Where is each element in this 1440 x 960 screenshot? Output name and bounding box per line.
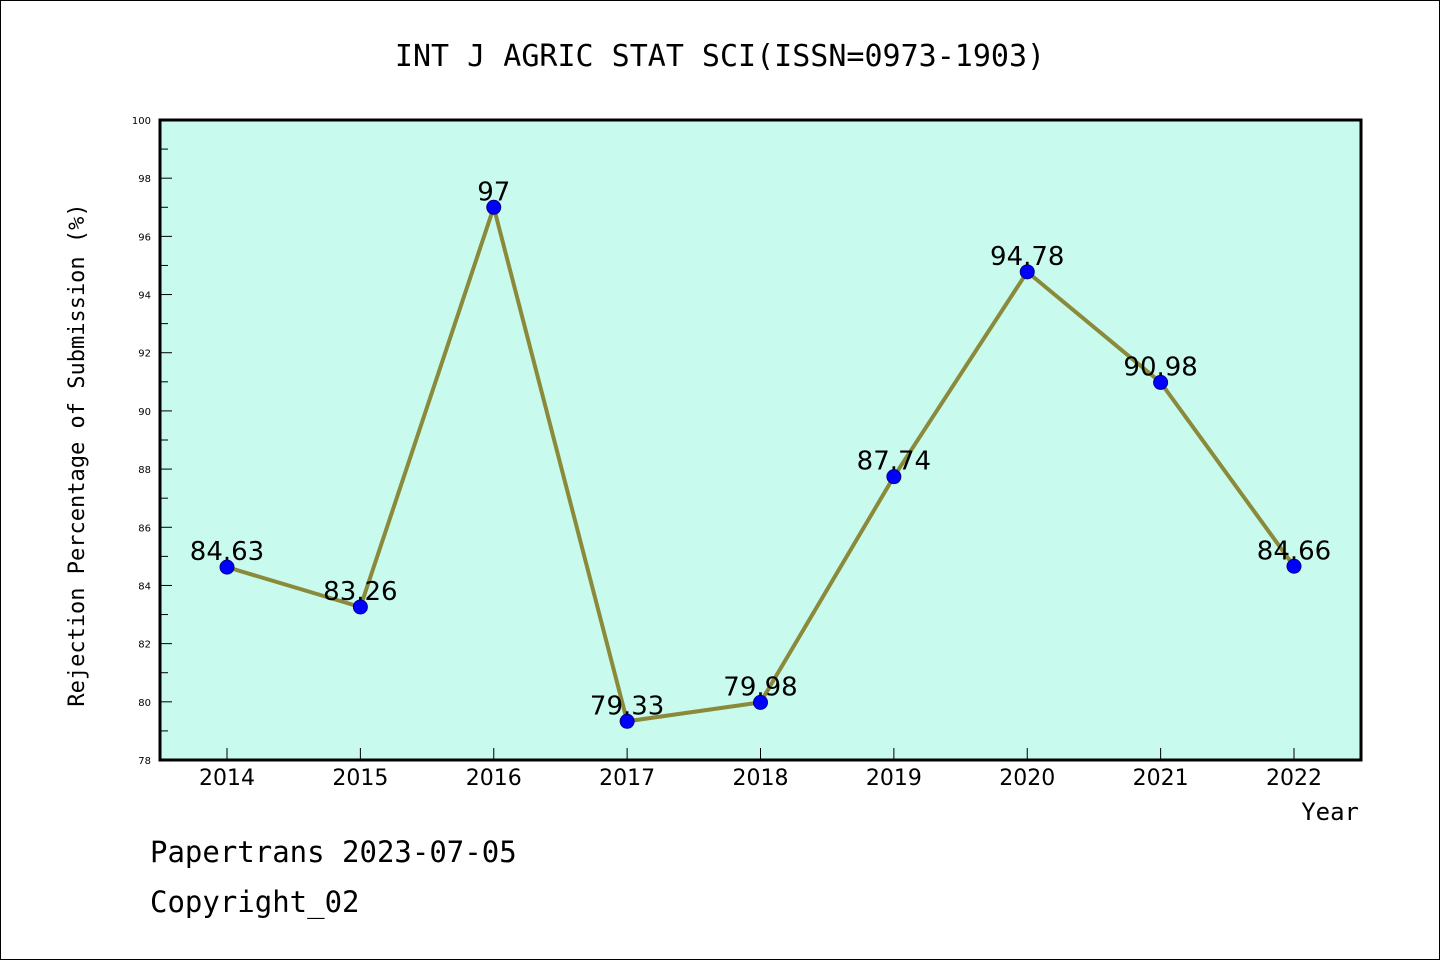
data-label: 83.26 (323, 577, 397, 607)
plot-border (158, 118, 1363, 762)
x-tick-label: 2020 (999, 766, 1055, 791)
y-axis-ticks: 78 80 82 84 86 88 90 92 94 96 98 100 (132, 116, 172, 767)
x-tick-label: 2016 (466, 766, 522, 791)
x-tick-label: 2022 (1266, 766, 1322, 791)
y-tick-label: 86 (138, 523, 151, 534)
data-markers (219, 199, 1302, 729)
data-point (1019, 264, 1035, 280)
data-label: 79.33 (590, 691, 664, 721)
footer-date: Papertrans 2023-07-05 (150, 835, 517, 869)
y-tick-label: 84 (138, 581, 151, 592)
data-label: 87.74 (857, 447, 931, 477)
x-tick-label: 2015 (332, 766, 388, 791)
data-label: 84.66 (1257, 536, 1331, 566)
x-tick-label: 2014 (199, 766, 255, 791)
y-tick-label: 98 (138, 174, 151, 185)
y-tick-label: 92 (138, 349, 151, 360)
data-point (486, 199, 502, 215)
x-axis-label: Year (1301, 798, 1359, 826)
y-tick-label: 88 (138, 465, 151, 476)
data-label: 84.63 (190, 537, 264, 567)
y-tick-label: 100 (132, 116, 151, 127)
data-point (219, 559, 235, 575)
y-tick-label: 96 (138, 232, 151, 243)
data-point (1286, 558, 1302, 574)
chart-title: INT J AGRIC STAT SCI(ISSN=0973-1903) (395, 39, 1045, 74)
data-point (753, 694, 768, 710)
x-tick-label: 2021 (1133, 766, 1189, 791)
y-tick-label: 94 (138, 291, 151, 302)
x-tick-label: 2018 (733, 766, 789, 791)
y-tick-label: 90 (138, 407, 151, 418)
data-point (1153, 374, 1169, 390)
x-tick-label: 2017 (599, 766, 655, 791)
y-axis-label: Rejection Percentage of Submission (%) (65, 203, 90, 706)
y-tick-label: 82 (138, 640, 151, 651)
data-label: 90.98 (1123, 352, 1197, 382)
data-point (619, 713, 635, 729)
data-label: 79.98 (723, 672, 797, 702)
data-label: 97 (477, 177, 510, 207)
data-point (352, 599, 368, 615)
y-tick-label: 78 (138, 756, 151, 767)
data-labels: 84.63 83.26 97 79.33 79.98 87.74 94.78 90.98 84.… (190, 177, 1331, 721)
data-point (886, 469, 902, 485)
x-tick-label: 2019 (866, 766, 922, 791)
plot-area (160, 120, 1361, 760)
y-tick-label: 80 (138, 698, 151, 709)
x-axis-ticks: 2014 2015 2016 2017 2018 2019 2020 2021 2022 (199, 748, 1322, 791)
data-label: 94.78 (990, 242, 1064, 272)
footer-copyright: Copyright_02 (150, 885, 360, 919)
